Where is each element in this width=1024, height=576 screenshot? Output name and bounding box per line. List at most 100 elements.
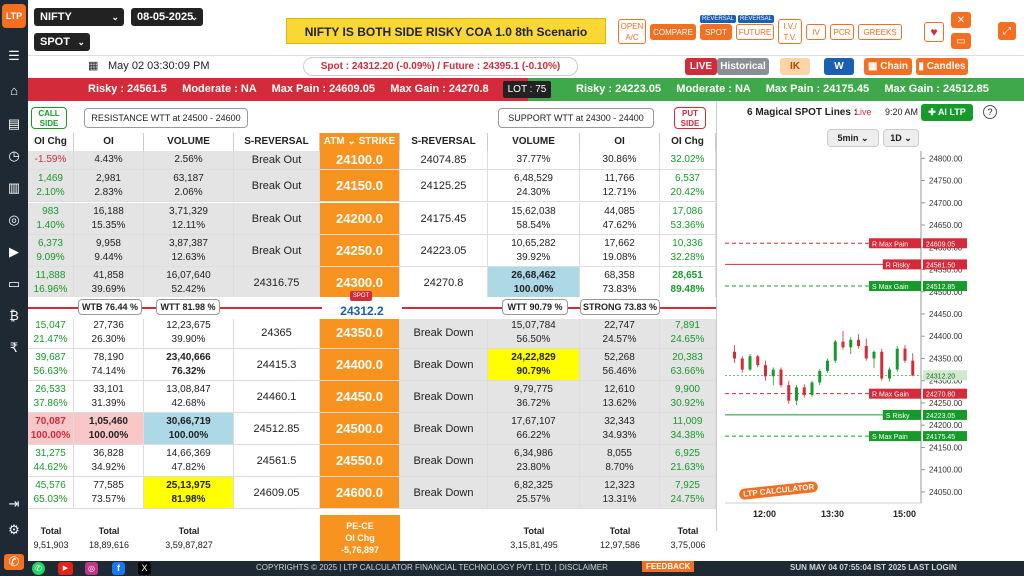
chain-button[interactable]: ▦ Chain xyxy=(864,58,912,75)
put-side-button[interactable]: PUT SIDE xyxy=(674,107,706,129)
strike-cell[interactable]: 24200.0 xyxy=(320,203,400,234)
strike-cell[interactable]: 24550.0 xyxy=(320,445,400,476)
candle-body xyxy=(872,351,876,359)
strike-cell[interactable]: 24400.0 xyxy=(320,349,400,380)
call-risk-summary: Risky : 24561.5 Moderate : NA Max Pain :… xyxy=(28,78,528,101)
table-row: 6,373 9.09% 9,958 9.44% 3,87,387 12.63% Bre… xyxy=(28,235,716,267)
live-button[interactable]: LIVE xyxy=(685,58,717,75)
future-button[interactable]: FUTURE xyxy=(736,24,774,40)
put-volume-cell: 6,48,529 24.30% xyxy=(488,170,580,201)
wtt-put-badge: WTT 90.79 % xyxy=(502,299,568,315)
app-logo[interactable]: LTP xyxy=(2,4,26,28)
greeks-button[interactable]: GREEKS xyxy=(858,24,902,40)
home-icon[interactable]: ⌂ xyxy=(10,83,18,98)
option-chain-table: OI Chg OI VOLUME S-REVERSAL ATM ⌄ STRIKE S-RE… xyxy=(28,133,716,561)
total-label: Total xyxy=(609,526,631,536)
spot-price: 24312.2 xyxy=(322,297,402,319)
total-cell: Total 18,89,616 xyxy=(74,515,144,561)
put-oi-header: OI xyxy=(580,133,660,151)
feedback-button[interactable]: FEEDBACK xyxy=(642,561,695,572)
screen-icon[interactable]: ▭ xyxy=(7,276,21,291)
clock-icon[interactable]: ◷ xyxy=(8,148,20,163)
sidebar: LTP ☰ ⌂ ▤ ◷ ▥ ◎ ▶ ▭ ₿ ₹ ⇥ ⚙ ✆ xyxy=(0,0,28,576)
put-oi-change-header: OI Chg xyxy=(660,133,716,151)
mute-icon[interactable]: ✕ xyxy=(951,12,971,28)
table-row: 39,687 56.63% 78,190 74.14% 23,40,666 76.3… xyxy=(28,349,716,381)
total-label: Total xyxy=(98,526,120,536)
screen-off-icon[interactable]: ▭ xyxy=(951,33,971,49)
help-icon[interactable]: ? xyxy=(983,105,997,119)
total-label: Total xyxy=(178,526,200,536)
iv-tv-button[interactable]: I.V./ T.V. xyxy=(778,19,802,44)
strike-cell[interactable]: 24150.0 xyxy=(320,170,400,201)
ai-ltp-button[interactable]: ✚ AI LTP xyxy=(921,104,973,121)
y-tick-label: 24800.00 xyxy=(929,154,963,163)
whatsapp-icon[interactable]: ✆ xyxy=(32,562,45,575)
price-chart[interactable]: 24800.0024750.0024700.0024650.0024600.00… xyxy=(717,151,1024,531)
y-tick-label: 24650.00 xyxy=(929,221,963,230)
fullscreen-icon[interactable]: ⤢ xyxy=(998,22,1016,40)
last-price-tag: 24312.20 xyxy=(926,373,955,380)
timeframe-select[interactable]: 5min ⌄ xyxy=(827,129,879,147)
iv-button[interactable]: IV xyxy=(806,24,826,40)
call-volume-cell: 30,66,719 100.00% xyxy=(144,413,234,444)
call-oi-change-cell: 983 1.40% xyxy=(28,203,74,234)
datetime-label: May 02 03:30:09 PM xyxy=(108,60,210,72)
put-oi-cell: 12,610 13.62% xyxy=(580,381,660,412)
w-button[interactable]: W xyxy=(824,58,854,75)
put-oi-change-cell: 17,086 53.36% xyxy=(660,203,716,234)
facebook-icon[interactable]: f xyxy=(112,562,125,575)
compare-button[interactable]: COMPARE xyxy=(650,24,696,40)
chevron-down-icon: ⌄ xyxy=(77,37,85,47)
candles-button[interactable]: ▮ Candles xyxy=(916,58,968,75)
calendar-icon[interactable]: ▦ xyxy=(88,60,99,72)
strike-cell[interactable]: 24600.0 xyxy=(320,477,400,508)
open-account-button[interactable]: OPEN A/C xyxy=(618,19,646,44)
scenario-banner: NIFTY IS BOTH SIDE RISKY COA 1.0 8th Sce… xyxy=(286,18,606,44)
total-value: 3,15,81,495 xyxy=(510,540,558,550)
instagram-icon[interactable]: ◎ xyxy=(85,562,98,575)
strike-cell[interactable]: 24450.0 xyxy=(320,381,400,412)
put-oi-cell: 22,747 24.57% xyxy=(580,317,660,348)
symbol-select[interactable]: NIFTY ⌄ xyxy=(34,8,124,26)
mode-select[interactable]: SPOT ⌄ xyxy=(34,33,90,51)
rupee-icon[interactable]: ₹ xyxy=(9,340,19,355)
reversal-tag: REVERSAL xyxy=(738,15,775,23)
menu-icon[interactable]: ☰ xyxy=(8,48,20,63)
magical-line-label: S Max Gain xyxy=(872,284,909,291)
radar-icon[interactable]: ◎ xyxy=(8,212,20,227)
range-select[interactable]: 1D ⌄ xyxy=(883,129,919,147)
pcr-button[interactable]: PCR xyxy=(830,24,854,40)
call-side-button[interactable]: CALL SIDE xyxy=(31,107,67,129)
expiry-select[interactable]: 08-05-2025 ⌄ xyxy=(131,8,203,26)
call-oi-change-cell: 31,275 44.62% xyxy=(28,445,74,476)
video-icon[interactable]: ▶ xyxy=(9,244,19,259)
call-s-reversal-cell: Break Out xyxy=(234,170,320,201)
spot-button[interactable]: SPOT xyxy=(700,24,732,40)
bar-chart-icon[interactable]: ▥ xyxy=(7,180,21,195)
put-oi-cell: 44,085 47.62% xyxy=(580,203,660,234)
docs-icon[interactable]: ▤ xyxy=(7,116,21,131)
bitcoin-icon[interactable]: ₿ xyxy=(9,308,19,323)
strike-header[interactable]: ATM ⌄ STRIKE xyxy=(320,133,400,151)
historical-button[interactable]: Historical xyxy=(717,58,769,75)
put-oi-change-cell: 11,009 34.38% xyxy=(660,413,716,444)
x-icon[interactable]: X xyxy=(138,562,151,575)
magical-line-value: 24270.80 xyxy=(926,392,955,399)
strike-cell[interactable]: 24350.0 xyxy=(320,317,400,348)
y-tick-label: 24350.00 xyxy=(929,354,963,363)
table-header: OI Chg OI VOLUME S-REVERSAL ATM ⌄ STRIKE S-RE… xyxy=(28,133,716,151)
strike-cell[interactable]: 24250.0 xyxy=(320,235,400,266)
spot-tag: SPOT xyxy=(350,291,372,301)
youtube-icon[interactable]: ▶ xyxy=(58,562,73,575)
strike-cell[interactable]: 24500.0 xyxy=(320,413,400,444)
settings-icon[interactable]: ⚙ xyxy=(8,522,20,537)
logout-icon[interactable]: ⇥ xyxy=(8,496,20,511)
ik-button[interactable]: IK xyxy=(780,58,810,75)
candle-body xyxy=(740,358,744,370)
call-oi-header: OI xyxy=(74,133,144,151)
strike-cell[interactable]: 24100.0 xyxy=(320,151,400,169)
heart-icon[interactable]: ♥ xyxy=(924,22,944,42)
phone-icon[interactable]: ✆ xyxy=(4,554,24,570)
put-s-reversal-cell: 24125.25 xyxy=(400,170,488,201)
